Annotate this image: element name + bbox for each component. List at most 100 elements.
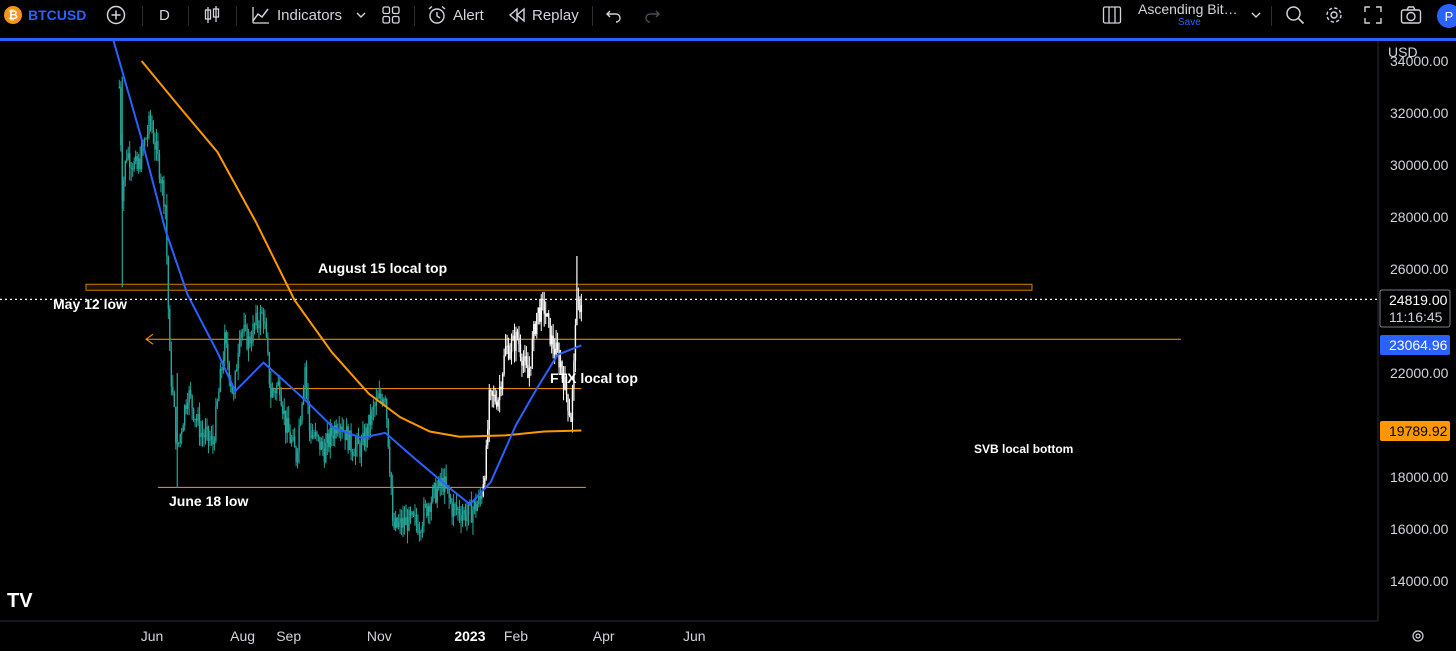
candle-body <box>317 435 320 437</box>
candle-body <box>194 418 196 420</box>
candle-body <box>438 478 440 489</box>
candle-body <box>249 336 251 344</box>
candle-body <box>383 399 385 404</box>
candle-body <box>393 521 395 529</box>
rewind-icon <box>508 7 526 23</box>
candle-body <box>259 311 262 329</box>
candle-body <box>295 447 297 463</box>
fullscreen-button[interactable] <box>1363 0 1383 30</box>
candle-body <box>571 388 574 422</box>
candle-body <box>533 324 535 340</box>
candle-body <box>287 417 290 433</box>
candle-body <box>247 336 250 349</box>
candle-body <box>386 398 388 419</box>
level-band-may12 <box>85 283 1033 291</box>
candle-body <box>545 313 547 317</box>
candle-body <box>221 369 223 371</box>
candle-body <box>244 324 247 327</box>
candle-body <box>134 156 137 161</box>
candles-icon <box>202 5 222 25</box>
layout-menu-button[interactable] <box>1250 0 1262 30</box>
candle-body <box>140 144 143 170</box>
candle-body <box>546 313 548 317</box>
replay-button[interactable]: Replay <box>508 0 579 30</box>
candle-body <box>473 501 476 511</box>
ma200-line <box>140 60 582 438</box>
panels-button[interactable] <box>1102 0 1122 30</box>
candle-body <box>320 441 323 450</box>
indicator-templates-button[interactable] <box>355 0 367 30</box>
candle-body <box>433 483 435 488</box>
candle-body <box>430 501 433 513</box>
candle-body <box>215 406 217 442</box>
candle-body <box>118 87 121 88</box>
time-scale[interactable] <box>0 621 1456 651</box>
candle-body <box>363 432 366 447</box>
candle-body <box>235 369 238 372</box>
candle-body <box>415 514 418 524</box>
candle-body <box>515 331 517 352</box>
candle-body <box>429 506 431 513</box>
candle-body <box>145 138 147 140</box>
undo-button[interactable] <box>605 0 623 30</box>
search-button[interactable] <box>1285 0 1305 30</box>
layout-save-status: Save <box>1178 17 1201 28</box>
compare-symbol-button[interactable] <box>106 0 126 30</box>
candle-body <box>313 435 315 437</box>
candle-body <box>426 504 428 516</box>
chart-type-button[interactable] <box>202 0 222 30</box>
settings-button[interactable] <box>1324 0 1344 30</box>
currency-label[interactable]: USD <box>1388 44 1418 60</box>
avatar[interactable]: P <box>1437 4 1456 28</box>
candle-body <box>169 308 171 351</box>
candle-body <box>200 432 202 438</box>
candle-body <box>531 339 534 367</box>
price-tick-label: 30000.00 <box>1390 157 1449 173</box>
candle-body <box>206 426 208 430</box>
candle-body <box>292 436 294 440</box>
candle-body <box>218 391 220 402</box>
candle-body <box>403 517 406 526</box>
time-ticks: Jun Aug Sep Nov 2023 Feb Apr Jun <box>141 628 706 644</box>
candle-body <box>151 120 153 130</box>
candle-body <box>160 178 162 184</box>
redo-button[interactable] <box>643 0 661 30</box>
ma50-line <box>112 41 582 506</box>
price-chart[interactable]: August 15 local top May 12 low FTX local… <box>0 41 1456 651</box>
candle-body <box>420 532 422 534</box>
layouts-button[interactable] <box>381 0 401 30</box>
interval-button[interactable]: D <box>159 0 170 30</box>
candle-body <box>498 386 501 400</box>
symbol-search[interactable]: ₿ BTCUSD <box>4 0 86 30</box>
layout-name: Ascending Bit… <box>1138 1 1238 17</box>
candle-body <box>547 313 550 319</box>
price-scale[interactable] <box>1378 41 1456 621</box>
candle-body <box>408 510 410 531</box>
indicators-button[interactable]: Indicators <box>251 0 342 30</box>
candle-body <box>503 355 505 375</box>
candle-body <box>479 495 482 500</box>
snapshot-button[interactable] <box>1400 0 1422 30</box>
candle-body <box>495 401 498 407</box>
candle-body <box>449 497 452 503</box>
candle-body <box>353 455 355 457</box>
countdown-label: 11:16:45 <box>1389 309 1443 325</box>
candle-body <box>170 350 173 387</box>
plus-circle-icon <box>106 5 126 25</box>
candle-body <box>237 353 239 370</box>
candle-body <box>542 298 544 300</box>
time-scale-settings-button[interactable] <box>1412 630 1424 642</box>
last-price-label: 24819.00 <box>1389 292 1448 308</box>
candle-body <box>553 348 556 355</box>
candle-body <box>347 426 349 450</box>
undo-icon <box>605 7 623 23</box>
candle-body <box>276 385 278 394</box>
candle-body <box>344 430 346 441</box>
alert-button[interactable]: Alert <box>427 0 484 30</box>
candle-body <box>157 141 159 155</box>
time-tick-label: Aug <box>230 628 255 644</box>
candle-body <box>163 180 165 207</box>
layout-name-button[interactable]: Ascending Bit… <box>1138 0 1238 24</box>
candle-body <box>390 472 392 488</box>
candle-body <box>143 139 146 146</box>
